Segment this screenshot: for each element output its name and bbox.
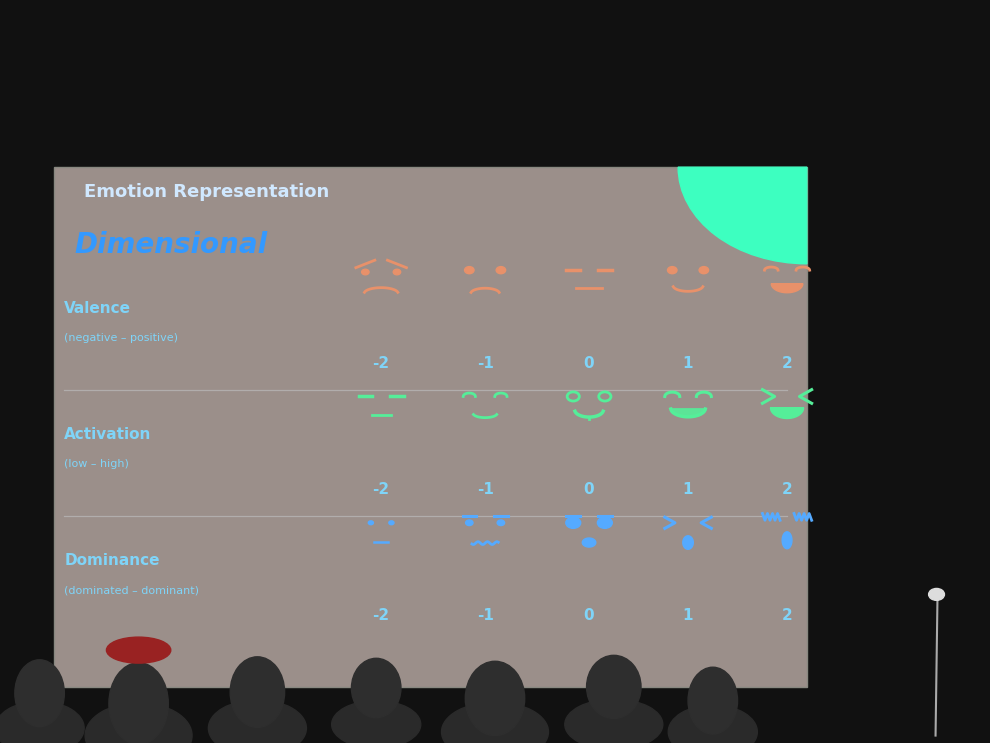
Text: -2: -2 — [372, 609, 390, 623]
Text: 0: 0 — [584, 609, 594, 623]
Circle shape — [497, 520, 505, 525]
Circle shape — [496, 267, 506, 273]
Polygon shape — [782, 532, 792, 549]
Text: Emotion Representation: Emotion Representation — [84, 183, 330, 201]
Ellipse shape — [465, 661, 525, 736]
Ellipse shape — [109, 663, 168, 743]
Polygon shape — [683, 536, 693, 549]
Circle shape — [929, 588, 944, 600]
Circle shape — [389, 521, 394, 525]
Circle shape — [566, 517, 581, 528]
Text: Dominance: Dominance — [64, 554, 159, 568]
Text: -2: -2 — [372, 356, 390, 371]
Polygon shape — [771, 284, 803, 293]
Text: 2: 2 — [782, 609, 792, 623]
Wedge shape — [678, 167, 807, 264]
Ellipse shape — [332, 701, 421, 743]
Circle shape — [667, 267, 677, 273]
Ellipse shape — [231, 657, 285, 727]
Circle shape — [699, 267, 709, 273]
Circle shape — [368, 521, 373, 525]
Text: 2: 2 — [782, 356, 792, 371]
Text: (negative – positive): (negative – positive) — [64, 333, 178, 343]
Ellipse shape — [442, 702, 548, 743]
Circle shape — [361, 269, 369, 275]
Text: -1: -1 — [476, 609, 494, 623]
Ellipse shape — [208, 700, 307, 743]
Polygon shape — [770, 408, 804, 418]
Ellipse shape — [351, 658, 401, 718]
Text: 1: 1 — [683, 356, 693, 371]
Ellipse shape — [586, 655, 642, 718]
Text: Activation: Activation — [64, 427, 151, 442]
Circle shape — [597, 517, 612, 528]
Polygon shape — [582, 538, 596, 547]
Circle shape — [465, 520, 473, 525]
Text: (low – high): (low – high) — [64, 459, 130, 470]
Ellipse shape — [0, 701, 84, 743]
Text: 0: 0 — [584, 356, 594, 371]
Text: -1: -1 — [476, 482, 494, 497]
Ellipse shape — [564, 699, 663, 743]
Text: -1: -1 — [476, 356, 494, 371]
Text: 1: 1 — [683, 482, 693, 497]
Ellipse shape — [85, 703, 192, 743]
Ellipse shape — [668, 705, 757, 743]
Text: Dimensional: Dimensional — [74, 230, 267, 259]
Circle shape — [393, 269, 401, 275]
Text: (dominated – dominant): (dominated – dominant) — [64, 585, 199, 596]
Text: Valence: Valence — [64, 301, 132, 316]
Text: 2: 2 — [782, 482, 792, 497]
Text: -2: -2 — [372, 482, 390, 497]
Text: 1: 1 — [683, 609, 693, 623]
Bar — [54, 167, 807, 687]
Text: 0: 0 — [584, 482, 594, 497]
Ellipse shape — [688, 667, 738, 734]
Ellipse shape — [15, 660, 64, 727]
Ellipse shape — [107, 637, 171, 663]
Circle shape — [464, 267, 474, 273]
